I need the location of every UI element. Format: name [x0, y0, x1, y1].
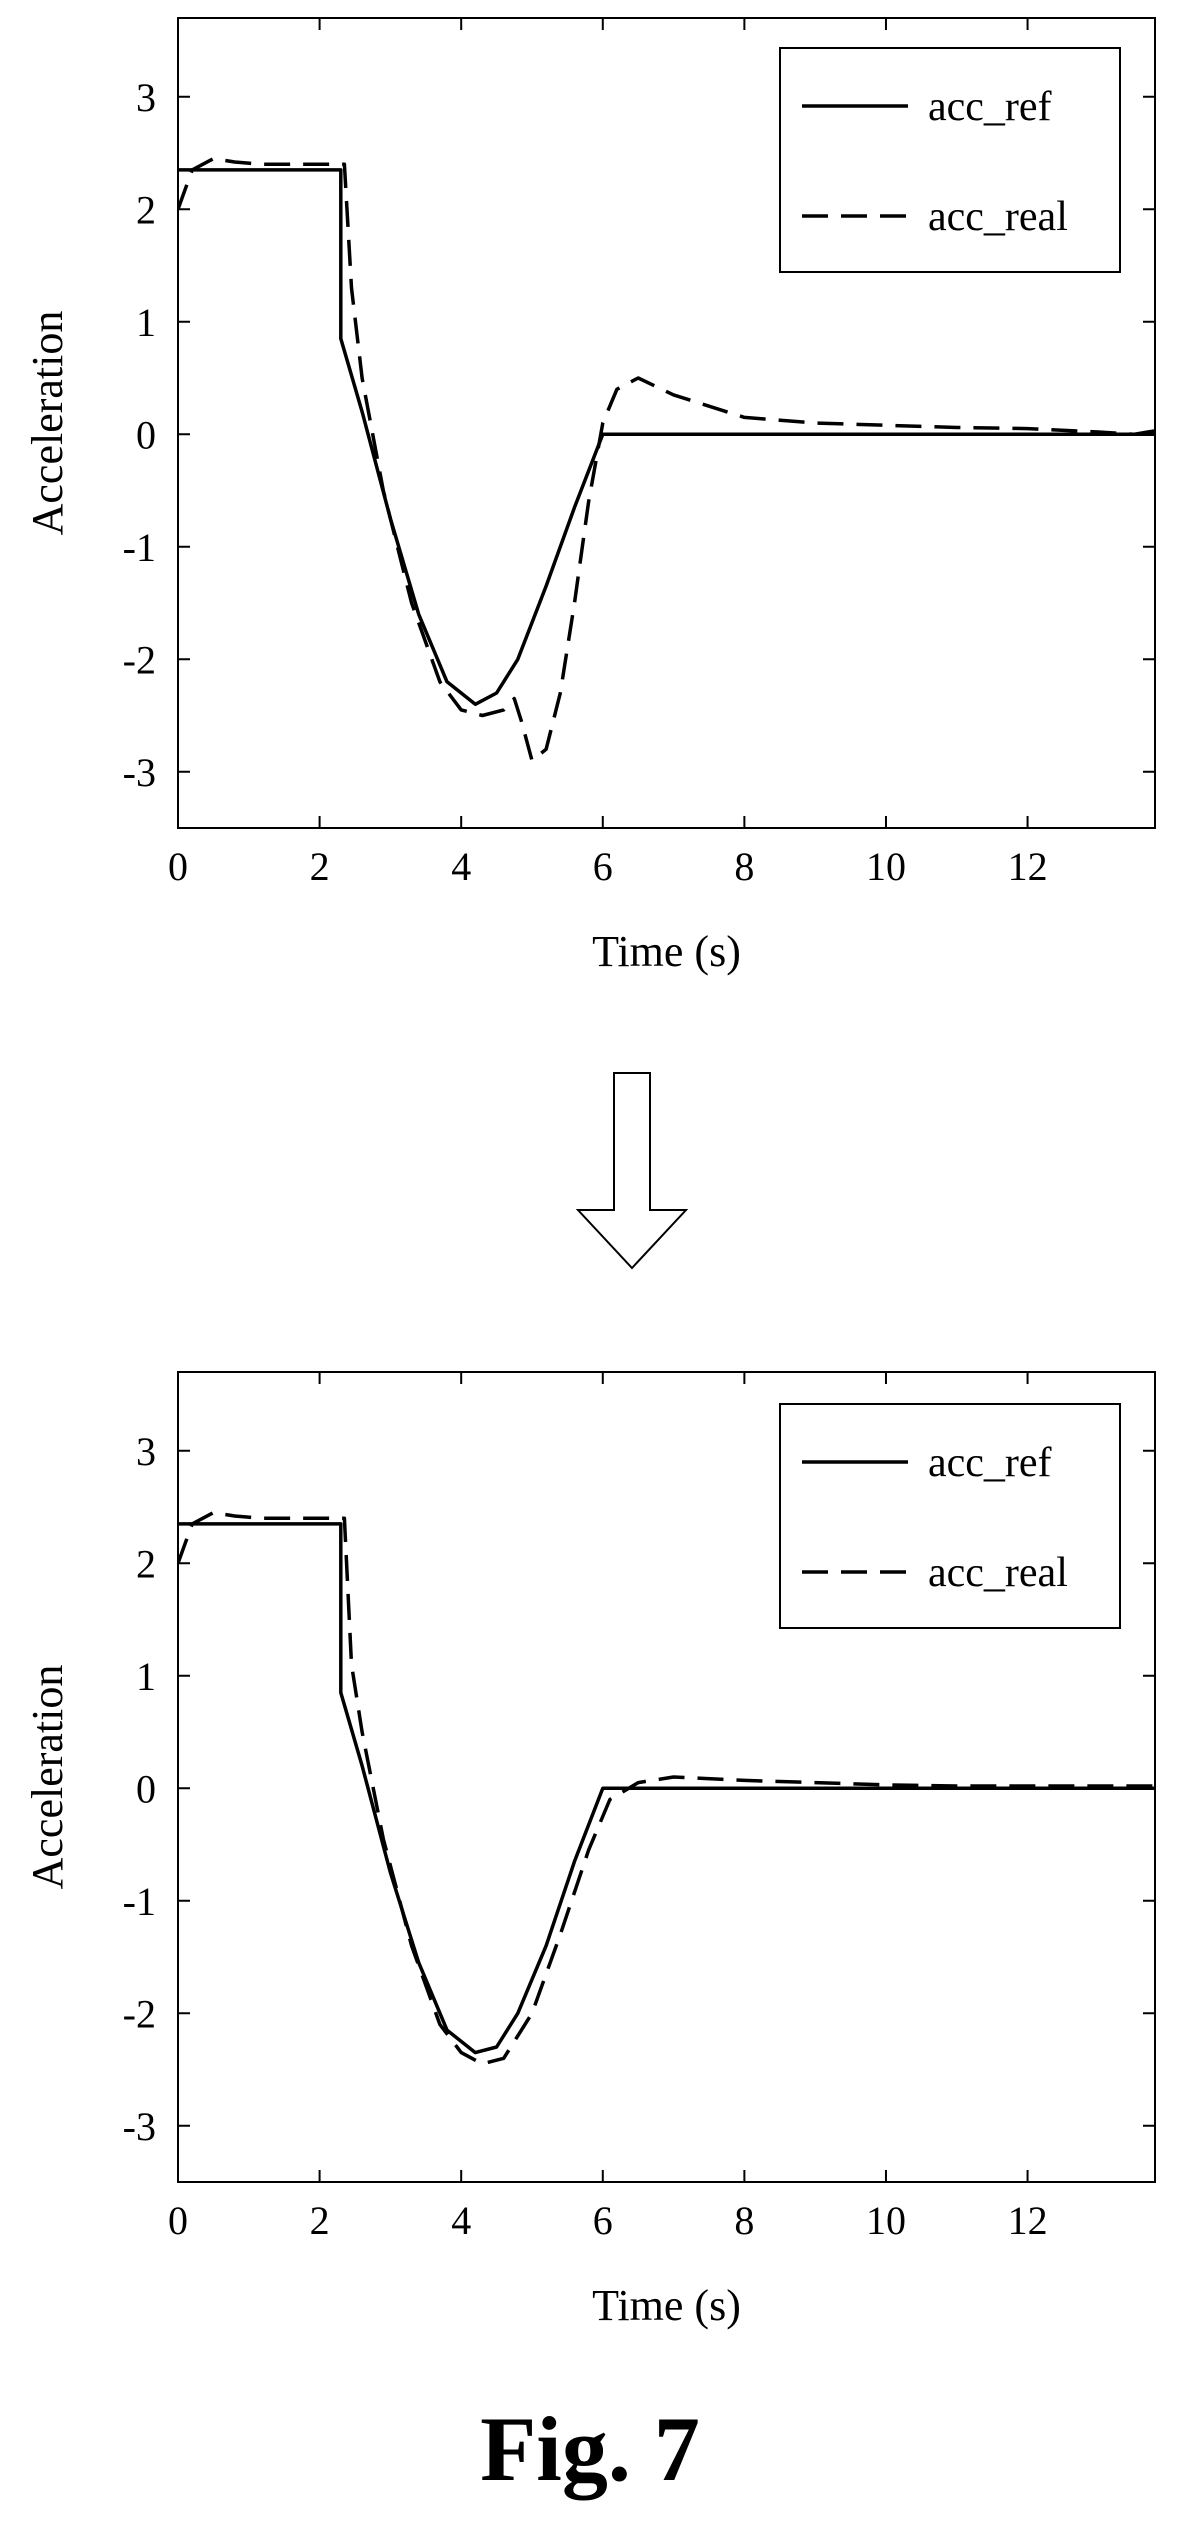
series-acc_ref	[178, 168, 1155, 707]
legend-label-acc_ref: acc_ref	[928, 84, 1052, 130]
y-tick-label: 3	[136, 75, 156, 120]
legend-label-acc_ref: acc_ref	[928, 1440, 1052, 1486]
y-tick-label: 2	[136, 1541, 156, 1586]
x-axis-label: Time (s)	[592, 2281, 741, 2330]
x-tick-label: 4	[451, 844, 471, 889]
legend-box	[779, 1403, 1121, 1629]
series-acc_real	[178, 1510, 1155, 2066]
x-tick-label: 8	[734, 2198, 754, 2243]
y-tick-label: 1	[136, 1654, 156, 1699]
y-tick-label: 3	[136, 1429, 156, 1474]
y-axis-label: Acceleration	[23, 311, 72, 536]
legend-box	[779, 47, 1121, 273]
series-acc_ref	[178, 1522, 1155, 2055]
x-tick-label: 0	[168, 2198, 188, 2243]
y-tick-label: 2	[136, 187, 156, 232]
x-tick-label: 12	[1008, 844, 1048, 889]
x-tick-label: 12	[1008, 2198, 1048, 2243]
y-tick-label: 0	[136, 1766, 156, 1811]
y-tick-label: 0	[136, 412, 156, 457]
x-tick-label: 6	[593, 844, 613, 889]
legend-label-acc_real: acc_real	[928, 194, 1068, 240]
y-tick-label: -2	[123, 637, 156, 682]
y-tick-label: -3	[123, 2104, 156, 2149]
y-tick-label: -2	[123, 1991, 156, 2036]
y-axis-label: Acceleration	[23, 1665, 72, 1890]
down-arrow-icon	[575, 1072, 689, 1270]
x-tick-label: 0	[168, 844, 188, 889]
y-tick-label: -3	[123, 750, 156, 795]
x-tick-label: 2	[310, 2198, 330, 2243]
x-tick-label: 8	[734, 844, 754, 889]
y-tick-label: 1	[136, 300, 156, 345]
y-tick-label: -1	[123, 525, 156, 570]
figure-caption: Fig. 7	[480, 2398, 700, 2500]
x-tick-label: 6	[593, 2198, 613, 2243]
x-tick-label: 4	[451, 2198, 471, 2243]
x-tick-label: 10	[866, 844, 906, 889]
legend-label-acc_real: acc_real	[928, 1550, 1068, 1596]
y-tick-label: -1	[123, 1879, 156, 1924]
series-acc_real	[178, 156, 1155, 763]
plot-frame	[177, 17, 1156, 829]
x-tick-label: 10	[866, 2198, 906, 2243]
x-tick-label: 2	[310, 844, 330, 889]
x-axis-label: Time (s)	[592, 927, 741, 976]
plot-frame	[177, 1371, 1156, 2183]
